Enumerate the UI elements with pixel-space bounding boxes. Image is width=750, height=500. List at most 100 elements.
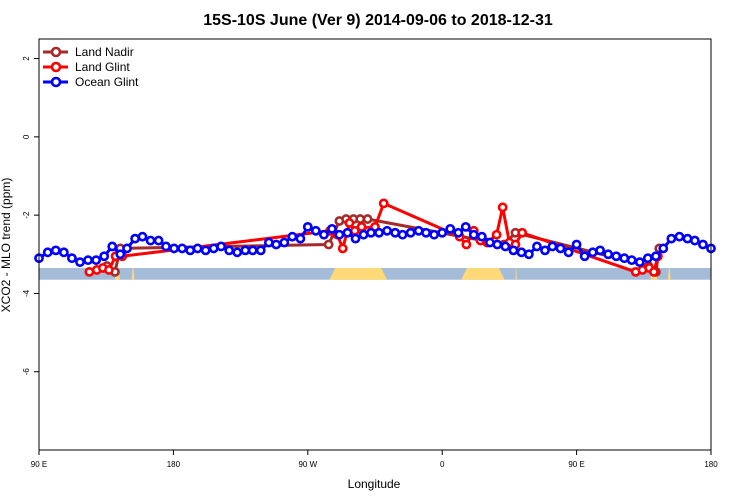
x-tick-label: 90 E [31,460,47,469]
data-point [429,229,440,240]
data-point [91,255,102,266]
legend-label: Land Glint [75,60,130,74]
data-point [232,247,243,258]
data-point [497,202,508,213]
data-point [603,249,614,260]
y-tick-label: -4 [22,289,31,297]
data-point [216,241,227,252]
data-point [192,243,203,254]
data-point [634,257,645,268]
series-layer [34,198,716,277]
data-point [122,243,132,254]
data-point [485,237,495,248]
land-segment [329,267,388,280]
land-segment [515,267,517,280]
x-tick-label: 180 [704,460,718,469]
data-point [595,245,606,256]
data-point [378,198,389,209]
data-point [532,241,542,252]
data-point [666,233,677,244]
data-point [153,235,164,246]
data-point [571,239,582,250]
data-point [185,245,196,256]
data-point [674,231,685,242]
data-point [468,229,479,240]
data-point [579,251,590,262]
data-point [161,241,171,252]
data-point [362,214,373,224]
x-axis-ticks: 90 E 180 90 W 0 90 E 180 [31,450,718,469]
data-point [337,243,348,254]
data-point [374,227,384,238]
data-point [698,239,708,250]
data-point [689,235,700,246]
data-point [413,225,424,236]
data-point [319,229,329,240]
y-tick-label: 2 [22,56,31,61]
y-tick-label: 0 [22,134,31,139]
x-tick-label: 0 [440,460,445,469]
data-point [453,227,464,238]
data-point [491,229,502,240]
data-point [323,239,334,250]
x-tick-label: 180 [167,460,181,469]
data-point [358,229,369,240]
data-point [540,245,550,256]
legend-marker [50,46,62,58]
data-point [50,245,61,256]
data-point [310,225,321,236]
data-point [547,241,558,252]
data-point [169,243,179,254]
data-point [208,243,219,254]
data-point [200,245,211,256]
data-point [344,218,355,228]
data-point [115,249,126,260]
legend-item: Ocean Glint [43,75,139,89]
data-point [650,251,661,262]
data-point [224,245,235,256]
data-point [302,221,313,232]
data-point [342,227,353,238]
data-point [382,225,392,236]
land-segment [131,267,135,280]
legend-marker [50,61,62,73]
data-point [682,233,693,244]
y-tick-label: -6 [22,368,31,376]
legend-label: Land Nadir [75,45,134,59]
data-point [492,239,503,250]
data-point [516,247,527,258]
data-point [255,245,266,256]
data-point [461,239,472,250]
data-point [523,249,534,260]
data-point [287,231,298,242]
data-point [145,235,156,246]
data-point [611,251,622,262]
y-axis-label: XCO2 - MLO trend (ppm) [0,178,13,313]
land-segment [667,267,671,280]
data-point [137,231,148,242]
data-point [626,255,637,266]
chart-title: 15S-10S June (Ver 9) 2014-09-06 to 2018-… [203,12,553,29]
data-point [476,231,487,242]
data-point [445,223,456,234]
data-point [397,229,408,240]
data-point [99,251,110,262]
data-point [263,237,274,248]
data-point [500,241,511,252]
data-point [334,229,345,240]
data-point [648,266,659,277]
data-point [103,265,114,275]
data-point [84,266,95,277]
data-point [405,227,416,238]
data-point [437,227,448,238]
data-point [563,247,574,258]
legend-item: Land Glint [43,60,130,74]
x-tick-label: 90 E [568,460,584,469]
data-point [107,241,118,252]
data-point [271,239,282,250]
y-axis-ticks: -6 -4 -2 0 2 [22,56,39,375]
x-axis-label: Longitude [348,477,401,491]
y-tick-label: -2 [22,211,31,219]
